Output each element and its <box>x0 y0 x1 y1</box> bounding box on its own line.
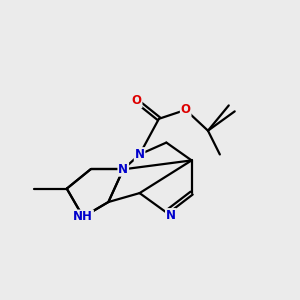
Text: N: N <box>166 209 176 222</box>
Text: O: O <box>132 94 142 107</box>
Text: O: O <box>181 103 191 116</box>
Text: N: N <box>118 163 128 176</box>
Text: N: N <box>135 148 145 161</box>
Text: NH: NH <box>73 210 93 224</box>
